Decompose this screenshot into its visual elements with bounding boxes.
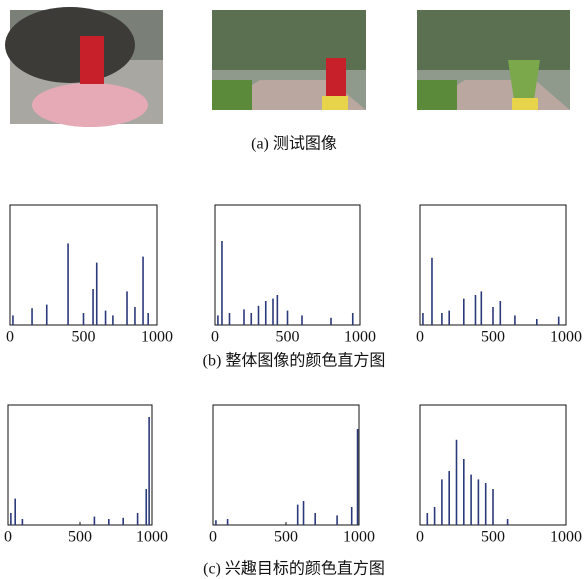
x-tick-label: 0 <box>209 529 217 546</box>
caption: (b) 整体图像的颜色直方图 <box>203 352 386 370</box>
plot-frame <box>213 405 359 525</box>
histogram-bar <box>12 315 14 325</box>
histogram-bar <box>463 459 465 525</box>
caption: (a) 测试图像 <box>251 135 337 153</box>
histogram-bar <box>250 313 252 325</box>
histogram-bar <box>352 313 354 325</box>
histogram-bar <box>463 299 465 325</box>
histogram-bar <box>105 311 107 325</box>
histogram-bar <box>147 313 149 325</box>
x-tick-label: 0 <box>4 529 12 546</box>
histogram-bar <box>137 513 139 525</box>
x-tick-label: 1000 <box>550 529 582 546</box>
x-tick-label: 1000 <box>550 329 582 346</box>
histogram-bar <box>67 243 69 325</box>
histogram-bar <box>456 440 458 525</box>
plot-frame <box>215 205 360 325</box>
histogram-bar <box>448 311 450 325</box>
histogram-bar <box>227 519 229 525</box>
plot-frame <box>8 405 152 525</box>
histogram-bar <box>330 318 332 325</box>
histogram-bar <box>215 520 217 525</box>
histogram-bar <box>351 507 353 525</box>
histogram-bar <box>448 471 450 525</box>
histogram-bar <box>357 429 359 525</box>
histogram-bar <box>108 519 110 525</box>
histogram-bar <box>431 258 433 325</box>
x-tick-label: 500 <box>72 329 96 346</box>
histogram-bar <box>10 513 12 525</box>
figure: (a) 测试图像 (b) 整体图像的颜色直方图 (c) 兴趣目标的颜色直方图 0… <box>0 0 587 579</box>
histogram-bar <box>31 308 33 325</box>
x-tick-label: 1000 <box>344 329 376 346</box>
histogram-bar <box>83 313 85 325</box>
histogram-bar <box>500 301 502 325</box>
histogram-bar <box>217 315 219 325</box>
photo-can-in-courtyard <box>212 10 366 110</box>
x-tick-label: 500 <box>68 529 92 546</box>
histogram-bar <box>229 313 231 325</box>
histogram-bar <box>126 291 128 325</box>
histogram-bar <box>94 517 96 525</box>
x-tick-label: 500 <box>481 529 505 546</box>
x-tick-label: 0 <box>416 529 424 546</box>
histogram-bar <box>485 483 487 525</box>
histogram-bar <box>558 317 560 325</box>
histogram-bar <box>92 289 94 325</box>
x-tick-label: 0 <box>6 329 14 346</box>
histogram-bar <box>481 291 483 325</box>
histogram-bar <box>470 475 472 525</box>
histogram-bar <box>122 518 124 525</box>
histogram-bar <box>514 315 516 325</box>
x-tick-label: 500 <box>274 529 298 546</box>
x-tick-label: 500 <box>276 329 300 346</box>
histogram-bar <box>336 515 338 525</box>
x-tick-label: 1000 <box>136 529 168 546</box>
histogram-bar <box>145 489 147 525</box>
histogram-bar <box>134 307 136 325</box>
histogram-bar <box>22 519 24 525</box>
histogram-bar <box>303 501 305 525</box>
histogram-bar <box>243 309 245 325</box>
photo-can-on-post <box>5 7 163 127</box>
histogram-bar <box>258 306 260 325</box>
x-tick-label: 0 <box>211 329 219 346</box>
caption: (c) 兴趣目标的颜色直方图 <box>203 560 385 578</box>
histogram-bar <box>148 417 150 525</box>
x-tick-label: 1000 <box>343 529 375 546</box>
photo-object-in-courtyard <box>417 10 570 110</box>
histogram-bar <box>301 315 303 325</box>
x-tick-label: 1000 <box>141 329 173 346</box>
histogram-bar <box>475 295 477 325</box>
histogram-bar <box>14 499 16 525</box>
histogram-bar <box>441 479 443 525</box>
histogram-bar <box>287 311 289 325</box>
histogram-bar <box>272 299 274 325</box>
histogram-bar <box>277 295 279 325</box>
histogram-bar <box>427 513 429 525</box>
histogram-bar <box>314 513 316 525</box>
x-tick-label: 0 <box>416 329 424 346</box>
histogram-bar <box>441 313 443 325</box>
histogram-bar <box>478 479 480 525</box>
histogram-bar <box>297 505 299 525</box>
histogram-bar <box>422 313 424 325</box>
histogram-bar <box>46 305 48 325</box>
histogram-bar <box>492 489 494 525</box>
histogram-bar <box>265 301 267 325</box>
histogram-bar <box>96 263 98 325</box>
histogram-bar <box>507 519 509 525</box>
histogram-bar <box>536 319 538 325</box>
histogram-bar <box>434 507 436 525</box>
x-tick-label: 500 <box>481 329 505 346</box>
histogram-bar <box>142 257 144 325</box>
histogram-bar <box>221 241 223 325</box>
histogram-bar <box>112 315 114 325</box>
histogram-bar <box>492 307 494 325</box>
